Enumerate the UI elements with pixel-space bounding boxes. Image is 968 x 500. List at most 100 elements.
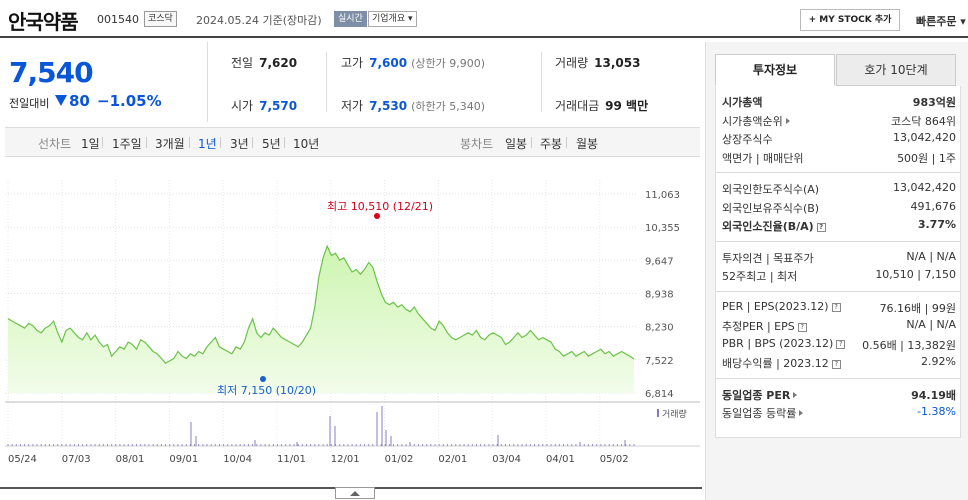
info-value: 983억원: [912, 96, 956, 109]
info-key-text: PBR | BPS (2023.12): [722, 336, 834, 350]
info-key: 외국인한도주식수(A): [722, 183, 820, 196]
x-tick-label: 09/01: [169, 454, 198, 465]
y-tick-label: 6,814: [645, 389, 674, 400]
tab-1d[interactable]: 1일: [81, 137, 100, 151]
realtime-button[interactable]: 실시간: [334, 11, 367, 27]
info-key: PER | EPS(2023.12)?: [722, 300, 841, 313]
stat-low-value: 7,530: [369, 99, 408, 113]
x-tick-label: 12/01: [331, 454, 360, 465]
candle-chart-label: 봉차트: [460, 137, 494, 151]
tab-separator: [220, 137, 221, 148]
info-key-text: 배당수익률 | 2023.12: [722, 357, 829, 370]
info-key[interactable]: 동일업종 등락률: [722, 405, 804, 421]
tab-order-book[interactable]: 호가 10단계: [836, 54, 956, 86]
tab-1w[interactable]: 1주일: [112, 137, 142, 151]
stock-header: 안국약품 001540 코스닥 2024.05.24 기준(장마감) 실시간 기…: [0, 0, 968, 38]
price-line: [7, 244, 635, 364]
tab-5y[interactable]: 5년: [262, 137, 281, 151]
info-key[interactable]: 시가총액순위: [722, 113, 790, 129]
tab-monthly[interactable]: 월봉: [576, 137, 599, 151]
change-label: 전일대비: [9, 97, 50, 110]
y-tick-label: 11,063: [645, 190, 680, 201]
info-value: 13,042,420: [893, 181, 956, 194]
stat-open: 시가 7,570: [231, 97, 297, 114]
stat-prev-value: 7,620: [259, 56, 298, 70]
tab-separator: [102, 137, 103, 148]
chart-period-tabs: 선차트 1일 1주일 3개월 1년 3년 5년 10년 봉차트 일봉 주봉 월봉: [5, 127, 700, 157]
quick-order-button[interactable]: 빠른주문 ▾: [916, 15, 966, 28]
stat-open-label: 시가: [231, 99, 254, 113]
info-key-text: 추정PER | EPS: [722, 320, 795, 333]
x-tick-label: 02/01: [438, 454, 467, 465]
divider: [326, 52, 327, 112]
info-row: 외국인보유주식수(B) 491,676: [716, 198, 960, 217]
info-group-valuation: PER | EPS(2023.12)? 76.16배 | 99원 추정PER | …: [716, 292, 960, 379]
info-key-text: 동일업종 PER: [722, 388, 791, 402]
help-icon[interactable]: ?: [816, 223, 826, 232]
volume-legend: 거래량: [662, 408, 687, 420]
x-tick-label: 07/03: [62, 454, 91, 465]
price-chart-svg: 11,063 10,355 9,647 8,938 8,230 7,522 6,814 05/…: [5, 180, 700, 465]
y-tick-label: 7,522: [645, 356, 674, 367]
stat-high-value: 7,600: [369, 56, 408, 70]
stat-prev: 전일 7,620: [231, 54, 297, 71]
x-tick-label: 03/04: [492, 454, 521, 465]
info-row: 상장주식수 13,042,420: [716, 129, 960, 148]
help-icon[interactable]: ?: [836, 339, 846, 349]
info-row: 동일업종 등락률 -1.38%: [716, 403, 960, 422]
line-chart-label: 선차트: [38, 137, 72, 151]
info-value: 2.92%: [921, 355, 956, 368]
info-value: 13,042,420: [893, 131, 956, 144]
info-row: 외국인한도주식수(A) 13,042,420: [716, 179, 960, 198]
info-key: 투자의견 | 목표주가: [722, 251, 814, 265]
tab-1y[interactable]: 1년: [198, 137, 217, 151]
stat-volume-label: 거래량: [555, 56, 589, 70]
stat-low: 저가 7,530 (하한가 5,340): [341, 97, 485, 114]
stat-prev-label: 전일: [231, 56, 254, 70]
tab-weekly[interactable]: 주봉: [540, 137, 563, 151]
info-value: -1.38%: [917, 405, 956, 418]
info-key: 액면가 | 매매단위: [722, 151, 804, 165]
info-row: 외국인소진율(B/A)? 3.77%: [716, 216, 960, 235]
x-tick-label: 05/24: [8, 454, 37, 465]
help-icon[interactable]: ?: [831, 360, 841, 369]
info-group-industry: 동일업종 PER 94.19배 동일업종 등락률 -1.38%: [716, 379, 960, 428]
tab-10y[interactable]: 10년: [293, 137, 320, 151]
help-icon[interactable]: ?: [831, 302, 841, 312]
low-marker: [260, 376, 266, 382]
company-overview-dropdown[interactable]: 기업개요 ▾: [368, 11, 417, 27]
info-key[interactable]: 동일업종 PER: [722, 387, 798, 403]
volume-legend-swatch: [657, 409, 659, 417]
x-tick-label: 11/01: [277, 454, 306, 465]
investment-info-table: 시가총액 983억원 시가총액순위 코스닥 864위 상장주식수 13,042,420…: [715, 86, 961, 438]
x-tick-label: 01/02: [385, 454, 414, 465]
info-value: 10,510 | 7,150: [875, 268, 956, 281]
tab-3m[interactable]: 3개월: [155, 137, 185, 151]
high-marker: [374, 213, 380, 219]
base-date: 2024.05.24 기준(장마감): [196, 14, 322, 27]
investment-info-panel: 투자정보 호가 10단계 시가총액 983억원 시가총액순위 코스닥 864위 상장…: [705, 42, 968, 500]
info-value: N/A | N/A: [906, 318, 956, 331]
info-group-foreign: 외국인한도주식수(A) 13,042,420 외국인보유주식수(B) 491,676…: [716, 173, 960, 242]
info-row: 투자의견 | 목표주가 N/A | N/A: [716, 248, 960, 267]
stat-amount-value: 99 백만: [605, 99, 649, 113]
tab-3y[interactable]: 3년: [230, 137, 249, 151]
info-row: 52주최고 | 최저 10,510 | 7,150: [716, 266, 960, 285]
tab-separator: [531, 137, 532, 148]
market-badge: 코스닥: [144, 11, 177, 27]
stat-lower-limit: (하한가 5,340): [411, 100, 485, 113]
change-rate: −1.05%: [97, 92, 162, 110]
info-key-text: PER | EPS(2023.12): [722, 299, 829, 313]
price-chart[interactable]: 11,063 10,355 9,647 8,938 8,230 7,522 6,814 05/…: [5, 160, 700, 490]
collapse-chart-button[interactable]: [335, 487, 375, 499]
tab-investment-info[interactable]: 투자정보: [715, 54, 835, 86]
y-tick-label: 9,647: [645, 256, 674, 267]
x-tick-label: 10/04: [223, 454, 252, 465]
stat-upper-limit: (상한가 9,900): [411, 57, 485, 70]
add-my-stock-button[interactable]: + MY STOCK 추가: [800, 9, 900, 31]
info-row: 시가총액 983억원: [716, 92, 960, 111]
info-value: 94.19배: [911, 388, 956, 402]
help-icon[interactable]: ?: [797, 323, 807, 332]
info-value: 코스닥 864위: [891, 114, 956, 128]
tab-daily[interactable]: 일봉: [505, 137, 528, 151]
